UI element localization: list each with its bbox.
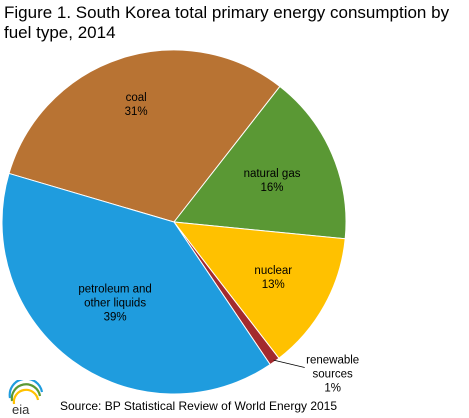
chart-title: Figure 1. South Korea total primary ener…	[4, 3, 450, 42]
leader-line-renewable	[273, 359, 305, 368]
slice-label-nuclear: nuclear 13%	[254, 265, 292, 291]
slice-label-coal: coal 31%	[125, 92, 148, 118]
pie-slice-natural-gas	[173, 85, 347, 240]
slice-label-renewable: renewable sources 1%	[306, 354, 359, 394]
slice-label-natural-gas: natural gas 16%	[244, 168, 301, 194]
logo-text: eia	[12, 402, 30, 416]
pie-slice-nuclear	[172, 221, 346, 359]
pie-slice-coal	[8, 49, 281, 223]
slice-label-petroleum-and: petroleum and other liquids 39%	[78, 284, 152, 324]
eia-logo: eia	[8, 380, 44, 416]
source-note: Source: BP Statistical Review of World E…	[60, 399, 338, 413]
pie-slice-petroleum-and	[1, 172, 271, 395]
